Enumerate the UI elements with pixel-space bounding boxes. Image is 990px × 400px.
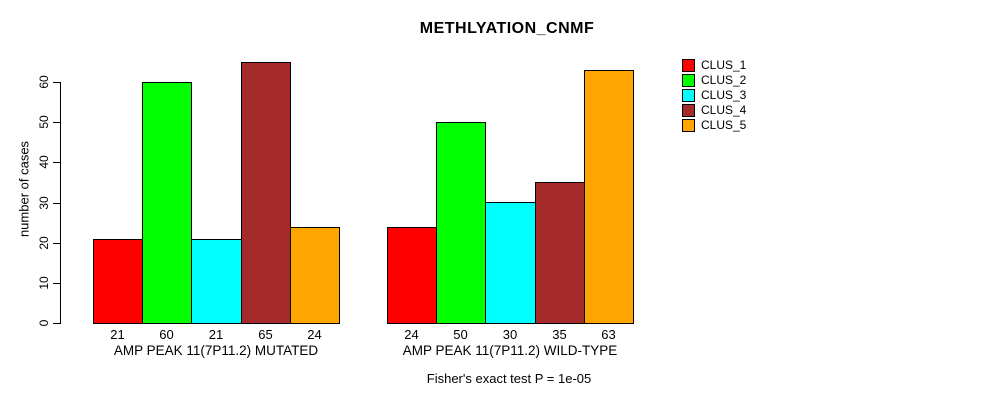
bar-value-label: 24	[307, 327, 322, 342]
y-axis-tick-label: 30	[37, 196, 51, 210]
legend-swatch-clus_4	[682, 104, 695, 117]
y-axis-tick	[53, 283, 60, 284]
bar-clus_3-group1	[485, 202, 536, 324]
y-axis-line	[60, 82, 61, 324]
bar-value-label: 50	[453, 327, 468, 342]
bar-clus_3-group0	[191, 239, 242, 324]
y-axis-tick-label: 60	[37, 75, 51, 89]
legend-item-clus_1: CLUS_1	[682, 59, 746, 72]
legend-swatch-clus_3	[682, 89, 695, 102]
legend-item-clus_2: CLUS_2	[682, 74, 746, 87]
fisher-test-annotation: Fisher's exact test P = 1e-05	[426, 371, 592, 386]
legend-swatch-clus_5	[682, 119, 695, 132]
bar-clus_5-group0	[290, 227, 340, 324]
y-axis-tick	[53, 203, 60, 204]
legend-item-clus_4: CLUS_4	[682, 104, 746, 117]
y-axis-tick	[53, 82, 60, 83]
bar-value-label: 24	[404, 327, 419, 342]
y-axis-tick-label: 40	[37, 155, 51, 169]
bar-clus_2-group0	[142, 82, 192, 324]
bar-clus_1-group0	[93, 239, 143, 324]
chart-title: METHLYATION_CNMF	[419, 20, 595, 37]
y-axis-tick-label: 20	[37, 236, 51, 250]
legend-label: CLUS_4	[701, 103, 747, 117]
y-axis-tick-label: 10	[37, 276, 51, 290]
legend-label: CLUS_2	[701, 73, 747, 87]
y-axis-tick	[53, 162, 60, 163]
y-axis-tick	[53, 243, 60, 244]
bar-value-label: 63	[601, 327, 616, 342]
bar-clus_5-group1	[584, 70, 634, 324]
group-label-wild-type: AMP PEAK 11(7P11.2) WILD-TYPE	[402, 343, 618, 358]
group-label-mutated: AMP PEAK 11(7P11.2) MUTATED	[113, 343, 319, 358]
y-axis-tick	[53, 323, 60, 324]
legend-label: CLUS_3	[701, 88, 747, 102]
y-axis-tick	[53, 122, 60, 123]
bar-clus_4-group1	[535, 182, 585, 324]
y-axis-label: number of cases	[16, 140, 32, 238]
bar-value-label: 30	[502, 327, 518, 342]
bar-clus_1-group1	[387, 227, 437, 324]
bar-value-label: 35	[552, 327, 567, 342]
legend-swatch-clus_2	[682, 74, 695, 87]
bar-value-label: 21	[110, 327, 125, 342]
bar-clus_2-group1	[436, 122, 486, 324]
bar-value-label: 65	[258, 327, 273, 342]
legend: CLUS_1 CLUS_2 CLUS_3 CLUS_4 CLUS_5	[682, 59, 746, 134]
legend-label: CLUS_5	[701, 118, 747, 132]
bar-value-label: 60	[159, 327, 174, 342]
legend-item-clus_5: CLUS_5	[682, 119, 746, 132]
legend-item-clus_3: CLUS_3	[682, 89, 746, 102]
bar-clus_4-group0	[241, 62, 291, 324]
legend-label: CLUS_1	[701, 58, 747, 72]
y-axis-tick-label: 0	[37, 319, 51, 327]
y-axis-tick-label: 50	[37, 115, 51, 129]
bar-value-label: 21	[208, 327, 224, 342]
legend-swatch-clus_1	[682, 59, 695, 72]
